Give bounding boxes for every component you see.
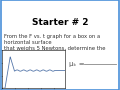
- Text: Starter # 2: Starter # 2: [32, 18, 88, 27]
- Text: From the F vs. t graph for a box on a horizontal surface
that weighs 5 Newtons, : From the F vs. t graph for a box on a ho…: [4, 34, 105, 62]
- Text: μₖ =: μₖ =: [69, 61, 84, 67]
- Text: FRICTION LAB: FRICTION LAB: [11, 2, 109, 15]
